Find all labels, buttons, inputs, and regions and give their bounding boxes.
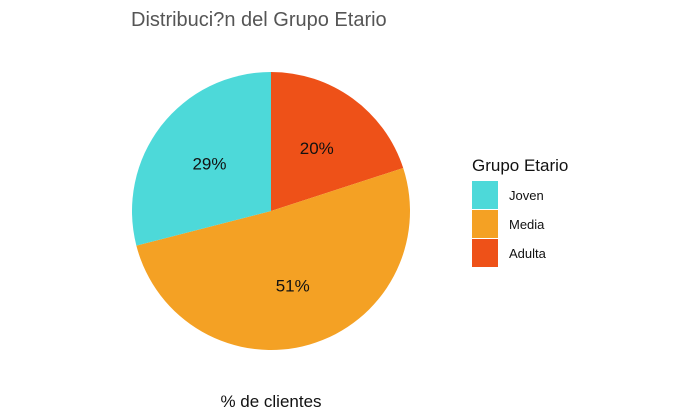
- pie-slice-adulta: [271, 72, 404, 211]
- slice-label-joven: 29%: [192, 154, 226, 173]
- pie-slice-joven: [132, 72, 271, 246]
- legend-label-joven: Joven: [509, 188, 544, 203]
- x-axis-label: % de clientes: [220, 392, 321, 411]
- legend: Grupo Etario Joven Media Adulta: [472, 156, 568, 267]
- legend-swatch-media: [472, 210, 498, 238]
- pie-slices: [132, 72, 410, 350]
- legend-items: Joven Media Adulta: [472, 181, 547, 267]
- legend-label-media: Media: [509, 217, 545, 232]
- slice-label-adulta: 20%: [300, 139, 334, 158]
- chart-title: Distribuci?n del Grupo Etario: [131, 9, 387, 31]
- slice-label-media: 51%: [276, 277, 310, 296]
- legend-swatch-adulta: [472, 239, 498, 267]
- legend-title: Grupo Etario: [472, 156, 568, 175]
- pie-slice-labels: 20% 51% 29%: [192, 139, 333, 296]
- legend-swatch-joven: [472, 181, 498, 209]
- legend-label-adulta: Adulta: [509, 246, 547, 261]
- pie-slice-media: [136, 168, 410, 350]
